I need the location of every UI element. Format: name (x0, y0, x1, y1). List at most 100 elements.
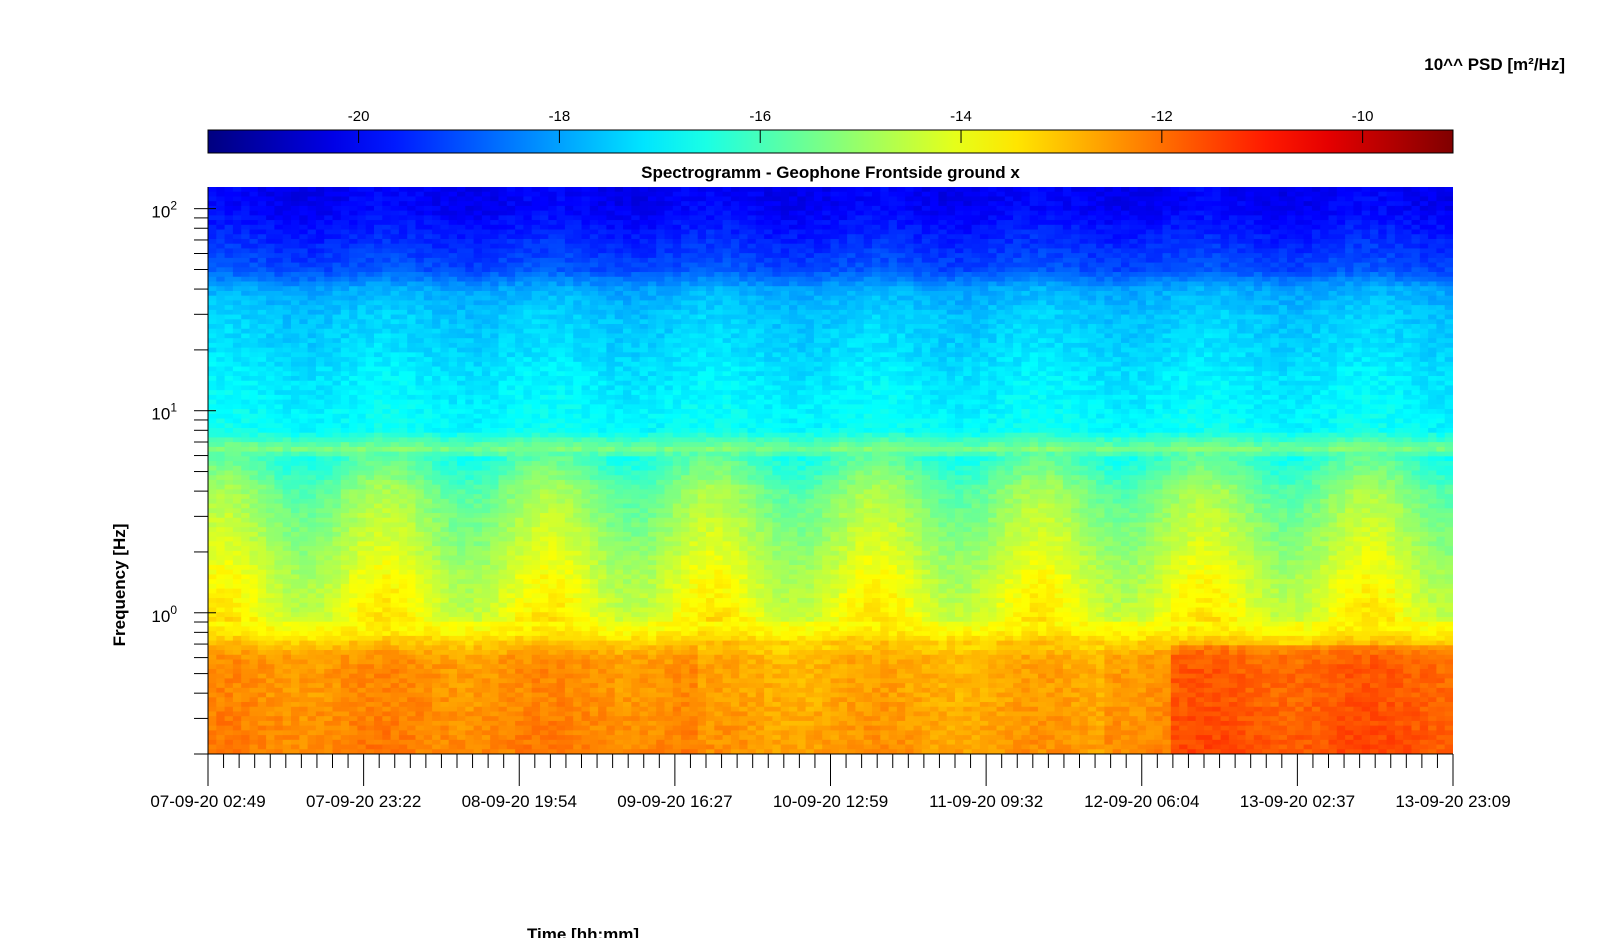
heatmap-cell (880, 201, 890, 207)
heatmap-cell (390, 257, 400, 264)
heatmap-cell (324, 309, 334, 316)
heatmap-cell (921, 328, 931, 335)
heatmap-cell (1311, 333, 1321, 339)
heatmap-cell (847, 201, 856, 207)
heatmap-cell (1378, 333, 1388, 339)
heatmap-cell (988, 229, 998, 235)
heatmap-cell (1038, 286, 1047, 292)
heatmap-cell (473, 338, 483, 344)
heatmap-cell (357, 243, 367, 250)
heatmap-cell (1287, 314, 1296, 320)
heatmap-cell (589, 338, 599, 344)
heatmap-cell (1187, 253, 1197, 259)
heatmap-cell (896, 333, 906, 339)
heatmap-cell (905, 272, 915, 278)
heatmap-cell (706, 276, 715, 283)
heatmap-cell (208, 234, 217, 240)
heatmap-cell (324, 290, 334, 297)
heatmap-cell (822, 272, 832, 278)
heatmap-cell (1262, 262, 1271, 268)
heatmap-cell (813, 276, 823, 283)
heatmap-cell (681, 234, 690, 240)
heatmap-cell (423, 234, 433, 240)
heatmap-cell (440, 248, 450, 254)
heatmap-cell (739, 333, 749, 339)
heatmap-cell (639, 262, 649, 268)
heatmap-cell (1212, 267, 1222, 273)
heatmap-cell (847, 286, 856, 292)
heatmap-cell (556, 267, 566, 273)
heatmap-cell (307, 262, 317, 268)
heatmap-cell (1311, 187, 1321, 193)
heatmap-cell (1087, 309, 1097, 316)
heatmap-cell (971, 319, 981, 325)
heatmap-cell (681, 338, 690, 344)
heatmap-cell (930, 272, 939, 278)
heatmap-cell (747, 210, 757, 216)
heatmap-cell (946, 290, 956, 297)
heatmap-cell (1262, 290, 1271, 297)
heatmap-cell (357, 257, 367, 264)
heatmap-cell (307, 319, 317, 325)
heatmap-cell (755, 309, 765, 316)
heatmap-cell (1021, 272, 1031, 278)
heatmap-cell (747, 314, 757, 320)
heatmap-cell (523, 187, 533, 193)
heatmap-cell (1162, 215, 1172, 221)
heatmap-cell (257, 309, 267, 316)
heatmap-cell (706, 191, 715, 198)
heatmap-cell (896, 314, 906, 320)
heatmap-cell (357, 272, 367, 278)
heatmap-cell (349, 338, 358, 344)
heatmap-cell (274, 238, 284, 245)
heatmap-cell (589, 257, 599, 264)
heatmap-cell (772, 290, 782, 297)
heatmap-cell (349, 201, 358, 207)
heatmap-cell (1353, 286, 1363, 292)
heatmap-cell (589, 201, 599, 207)
heatmap-cell (1394, 224, 1404, 231)
heatmap-cell (432, 290, 441, 297)
heatmap-cell (540, 324, 549, 330)
heatmap-cell (921, 215, 931, 221)
heatmap-cell (208, 319, 217, 325)
heatmap-cell (789, 205, 798, 212)
heatmap-cell (1096, 281, 1105, 287)
heatmap-cell (863, 243, 873, 250)
heatmap-cell (515, 300, 524, 306)
heatmap-cell (1295, 257, 1305, 264)
heatmap-cell (739, 338, 749, 344)
heatmap-cell (224, 276, 234, 283)
heatmap-cell (722, 243, 732, 250)
heatmap-cell (606, 201, 616, 207)
heatmap-cell (805, 262, 815, 268)
heatmap-cell (1378, 290, 1388, 297)
heatmap-cell (1436, 286, 1446, 292)
heatmap-cell (996, 305, 1006, 311)
heatmap-cell (506, 257, 516, 264)
heatmap-cell (955, 324, 964, 330)
heatmap-cell (946, 205, 956, 212)
heatmap-cell (896, 215, 906, 221)
heatmap-cell (606, 286, 616, 292)
heatmap-cell (1295, 281, 1305, 287)
heatmap-cell (448, 338, 458, 344)
heatmap-cell (822, 196, 832, 202)
heatmap-cell (938, 215, 948, 221)
heatmap-cell (589, 328, 599, 335)
heatmap-cell (332, 309, 342, 316)
heatmap-cell (797, 248, 807, 254)
heatmap-cell (697, 187, 707, 193)
heatmap-cell (299, 314, 309, 320)
heatmap-cell (623, 305, 632, 311)
heatmap-cell (216, 210, 226, 216)
heatmap-cell (1361, 267, 1371, 273)
heatmap-cell (656, 210, 666, 216)
heatmap-cell (772, 314, 782, 320)
heatmap-cell (1187, 338, 1197, 344)
heatmap-cell (971, 324, 981, 330)
heatmap-cell (1179, 305, 1188, 311)
heatmap-cell (988, 281, 998, 287)
heatmap-cell (1403, 333, 1413, 339)
heatmap-cell (598, 319, 607, 325)
